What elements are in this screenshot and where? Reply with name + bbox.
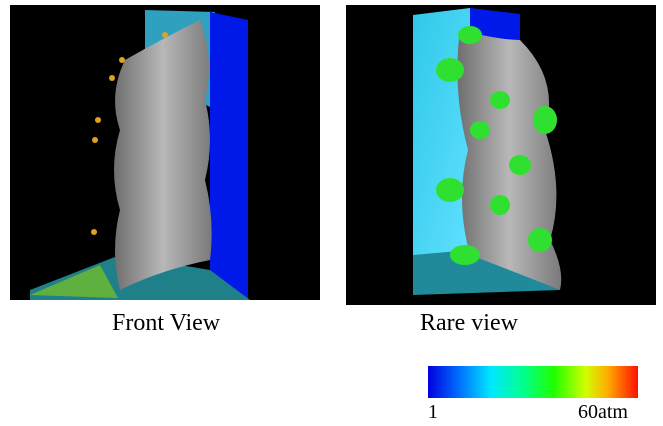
front-view-image: [10, 5, 320, 300]
panel-caption: Front View: [112, 310, 220, 337]
colorbar-min-label: 1: [428, 401, 438, 424]
panel-caption: Rare view: [420, 310, 518, 337]
colorbar: [428, 366, 638, 398]
figure: [0, 0, 663, 426]
page: {"figure": {"panels": [{"caption": "Fron…: [0, 0, 663, 426]
rear-view-image: [346, 5, 656, 305]
colorbar-max-label: 60atm: [578, 401, 628, 424]
